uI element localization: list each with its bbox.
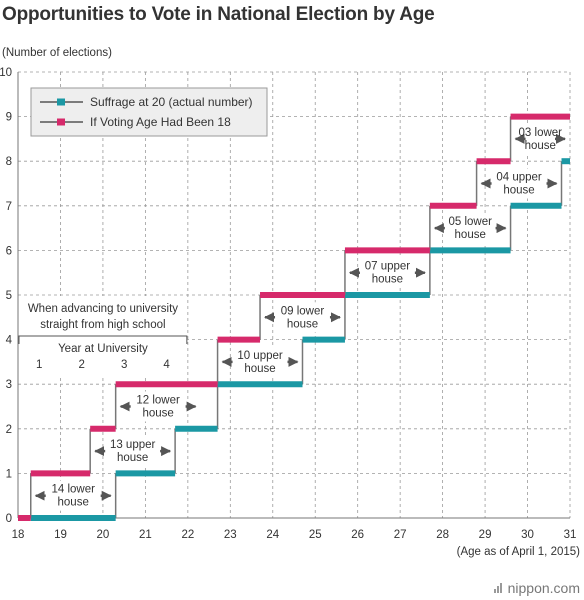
- x-tick-label: 31: [564, 529, 577, 541]
- legend-box: [30, 87, 268, 137]
- y-tick-label: 1: [6, 468, 12, 480]
- y-axis-label: (Number of elections): [2, 47, 112, 59]
- university-sublabel: Year at University: [58, 343, 148, 355]
- x-tick-label: 30: [521, 529, 534, 541]
- annotation-label: 05 lower: [448, 216, 492, 228]
- x-tick-label: 29: [479, 529, 492, 541]
- university-year: 3: [121, 359, 127, 371]
- university-note-text: straight from high school: [40, 319, 165, 331]
- y-tick-label: 7: [6, 201, 12, 213]
- annotation-label: 09 lower: [281, 305, 325, 317]
- annotation-label: house: [455, 229, 486, 241]
- y-tick-label: 4: [6, 335, 13, 347]
- series-lines: [18, 113, 570, 521]
- annotation-label: house: [287, 318, 318, 330]
- legend-label: If Voting Age Had Been 18: [90, 115, 231, 129]
- annotation-bg: [130, 391, 186, 422]
- x-axis-label: (Age as of April 1, 2015): [456, 546, 580, 558]
- x-tick-label: 28: [436, 529, 449, 541]
- x-tick-label: 19: [54, 529, 67, 541]
- x-tick-label: 21: [139, 529, 152, 541]
- chart-title: Opportunities to Vote in National Electi…: [2, 4, 435, 25]
- annotation-label: house: [372, 274, 403, 286]
- x-tick-label: 25: [309, 529, 322, 541]
- annotation-label: 14 lower: [51, 484, 95, 496]
- brand-bars-icon: [493, 582, 504, 594]
- annotation-label: 12 lower: [136, 395, 180, 407]
- x-tick-label: 24: [266, 529, 279, 541]
- annotation-label: 03 lower: [519, 127, 563, 139]
- y-tick-label: 0: [6, 513, 12, 525]
- y-tick-label: 5: [6, 290, 12, 302]
- annotation-label: house: [142, 408, 173, 420]
- annotation-label: house: [117, 452, 148, 464]
- annotation-bg: [45, 480, 101, 511]
- x-tick-label: 26: [351, 529, 364, 541]
- x-tick-label: 20: [97, 529, 110, 541]
- annotation-label: 13 upper: [110, 439, 156, 451]
- y-tick-label: 6: [6, 245, 12, 257]
- university-note-bg: [19, 296, 187, 378]
- x-tick-label: 22: [181, 529, 194, 541]
- annotation-bg: [359, 257, 415, 288]
- brand-text: nippon.com: [507, 580, 580, 596]
- annotation-label: 07 upper: [365, 261, 411, 273]
- y-tick-label: 3: [6, 379, 12, 391]
- x-tick-label: 27: [394, 529, 407, 541]
- brand-logo: nippon.com: [493, 580, 580, 596]
- legend-label: Suffrage at 20 (actual number): [90, 95, 253, 109]
- y-tick-label: 9: [6, 112, 12, 124]
- y-tick-label: 2: [6, 424, 12, 436]
- annotation-bg: [444, 213, 496, 244]
- annotation-label: 04 upper: [496, 172, 542, 184]
- university-note: When advancing to university straight fro…: [18, 296, 188, 378]
- annotation-bg: [275, 302, 330, 333]
- annotation-bg: [232, 346, 288, 377]
- university-year: 2: [78, 359, 84, 371]
- university-bracket: [18, 335, 188, 344]
- y-tick-label: 10: [0, 67, 12, 79]
- university-note-text: When advancing to university: [28, 303, 178, 315]
- annotation-label: house: [244, 363, 275, 375]
- x-tick-label: 18: [12, 529, 25, 541]
- legend-swatch-marker: [57, 118, 65, 126]
- legend: Suffrage at 20 (actual number) If Voting …: [30, 87, 268, 137]
- annotation-label: house: [58, 497, 89, 509]
- annotation-label: house: [503, 185, 534, 197]
- annotation-bg: [525, 123, 555, 154]
- annotation-label: house: [525, 140, 556, 152]
- annotation-bg: [105, 436, 161, 467]
- x-tick-label: 23: [224, 529, 237, 541]
- annotation-label: 10 upper: [237, 350, 283, 362]
- annotation-bg: [491, 168, 547, 199]
- university-year: 1: [36, 359, 42, 371]
- y-tick-label: 8: [6, 156, 12, 168]
- legend-swatch-marker: [57, 98, 65, 106]
- university-year: 4: [163, 359, 170, 371]
